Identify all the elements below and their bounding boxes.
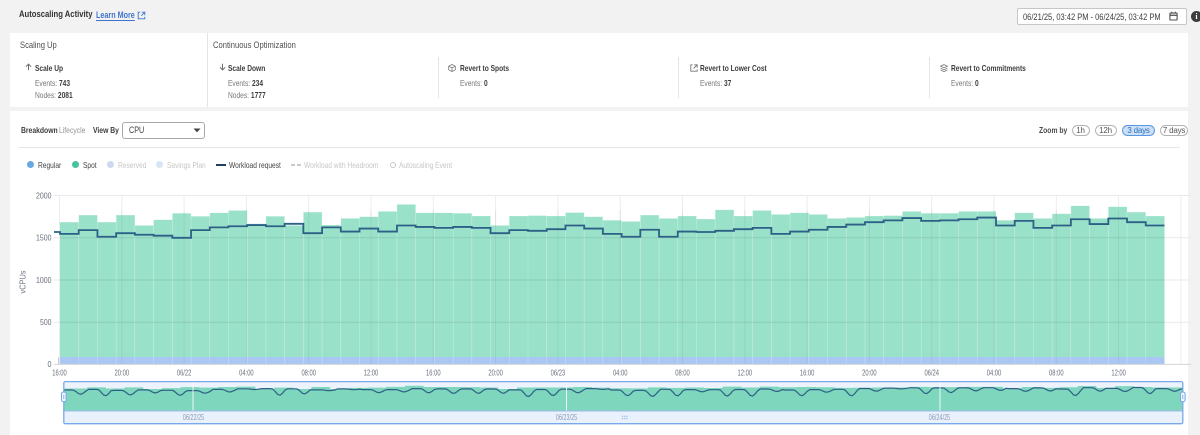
svg-text:04:00: 04:00: [613, 368, 628, 378]
svg-text:2000: 2000: [36, 190, 52, 200]
svg-text:1500: 1500: [36, 233, 52, 243]
svg-text:06/22: 06/22: [177, 368, 192, 378]
svg-text:0: 0: [48, 359, 52, 369]
svg-text:1000: 1000: [36, 275, 52, 285]
svg-text:20:00: 20:00: [115, 368, 130, 378]
svg-text:04:00: 04:00: [987, 368, 1002, 378]
svg-text:06/23/25: 06/23/25: [556, 413, 578, 422]
svg-text:06/24: 06/24: [924, 368, 939, 378]
svg-text:06/23: 06/23: [551, 368, 566, 378]
svg-text:500: 500: [40, 317, 52, 327]
svg-text:08:00: 08:00: [1049, 368, 1064, 378]
svg-text:04:00: 04:00: [239, 368, 254, 378]
svg-text:06/22/25: 06/22/25: [183, 413, 205, 422]
svg-text:16:00: 16:00: [52, 368, 67, 378]
svg-text:16:00: 16:00: [800, 368, 815, 378]
svg-text:12:00: 12:00: [364, 368, 379, 378]
svg-text:20:00: 20:00: [862, 368, 877, 378]
svg-text:08:00: 08:00: [301, 368, 316, 378]
svg-text:12:00: 12:00: [1111, 368, 1126, 378]
svg-text:12:00: 12:00: [738, 368, 753, 378]
svg-text:06/24/25: 06/24/25: [929, 413, 951, 422]
svg-text:vCPUs: vCPUs: [19, 271, 28, 294]
svg-text:20:00: 20:00: [488, 368, 503, 378]
svg-text:16:00: 16:00: [426, 368, 441, 378]
svg-text:08:00: 08:00: [675, 368, 690, 378]
